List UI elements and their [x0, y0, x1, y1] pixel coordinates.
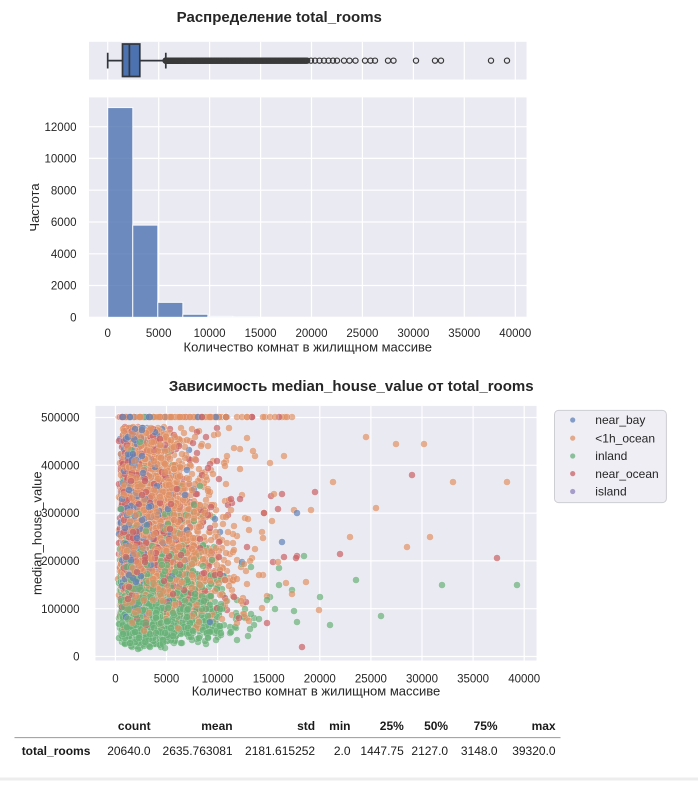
svg-text:0: 0	[73, 652, 79, 664]
svg-text:0: 0	[104, 328, 110, 340]
svg-text:count: count	[118, 719, 151, 733]
svg-text:max: max	[532, 719, 556, 733]
svg-text:0: 0	[112, 673, 118, 685]
svg-text:20640.0: 20640.0	[107, 744, 151, 758]
svg-text:5000: 5000	[146, 328, 172, 340]
svg-text:25000: 25000	[346, 328, 378, 340]
svg-text:39320.0: 39320.0	[512, 744, 556, 758]
svg-text:Частота: Частота	[27, 183, 42, 232]
svg-text:0: 0	[70, 312, 76, 324]
svg-text:400000: 400000	[41, 460, 79, 472]
svg-text:1447.75: 1447.75	[360, 744, 404, 758]
svg-text:75%: 75%	[474, 719, 498, 733]
svg-text:30000: 30000	[397, 328, 429, 340]
svg-text:5000: 5000	[154, 673, 180, 685]
svg-text:8000: 8000	[51, 185, 77, 197]
svg-text:100000: 100000	[41, 604, 79, 616]
svg-text:40000: 40000	[499, 328, 531, 340]
svg-text:2.0: 2.0	[334, 744, 351, 758]
svg-text:20000: 20000	[296, 328, 328, 340]
svg-text:4000: 4000	[51, 249, 77, 261]
svg-text:Зависимость median_house_value: Зависимость median_house_value от total_…	[169, 378, 534, 395]
svg-text:6000: 6000	[51, 217, 77, 229]
svg-text:near_ocean: near_ocean	[595, 467, 658, 481]
svg-text:2181.615252: 2181.615252	[245, 744, 315, 758]
svg-text:2127.0: 2127.0	[411, 744, 448, 758]
svg-text:2000: 2000	[51, 281, 77, 293]
svg-text:12000: 12000	[45, 122, 77, 134]
svg-text:500000: 500000	[41, 413, 79, 425]
svg-text:300000: 300000	[41, 508, 79, 520]
svg-text:Количество комнат в жилищном м: Количество комнат в жилищном массиве	[192, 683, 441, 698]
svg-text:Распределение total_rooms: Распределение total_rooms	[177, 9, 382, 26]
svg-text:2635.763081: 2635.763081	[163, 744, 233, 758]
svg-text:25%: 25%	[380, 719, 404, 733]
svg-text:min: min	[329, 719, 350, 733]
svg-text:near_bay: near_bay	[595, 413, 645, 427]
svg-text:50%: 50%	[424, 719, 448, 733]
svg-text:40000: 40000	[508, 673, 540, 685]
svg-text:<1h_ocean: <1h_ocean	[595, 431, 655, 445]
svg-text:inland: inland	[595, 449, 627, 463]
svg-text:std: std	[297, 719, 315, 733]
svg-text:15000: 15000	[245, 328, 277, 340]
svg-text:island: island	[595, 485, 626, 499]
svg-text:total_rooms: total_rooms	[22, 744, 91, 758]
svg-text:35000: 35000	[448, 328, 480, 340]
svg-text:median_house_value: median_house_value	[30, 471, 45, 595]
svg-text:10000: 10000	[45, 154, 77, 166]
svg-text:10000: 10000	[194, 328, 226, 340]
svg-text:200000: 200000	[41, 556, 79, 568]
svg-text:3148.0: 3148.0	[461, 744, 498, 758]
svg-text:Количество комнат в жилищном м: Количество комнат в жилищном массиве	[184, 340, 433, 355]
svg-text:mean: mean	[201, 719, 232, 733]
svg-text:35000: 35000	[457, 673, 489, 685]
